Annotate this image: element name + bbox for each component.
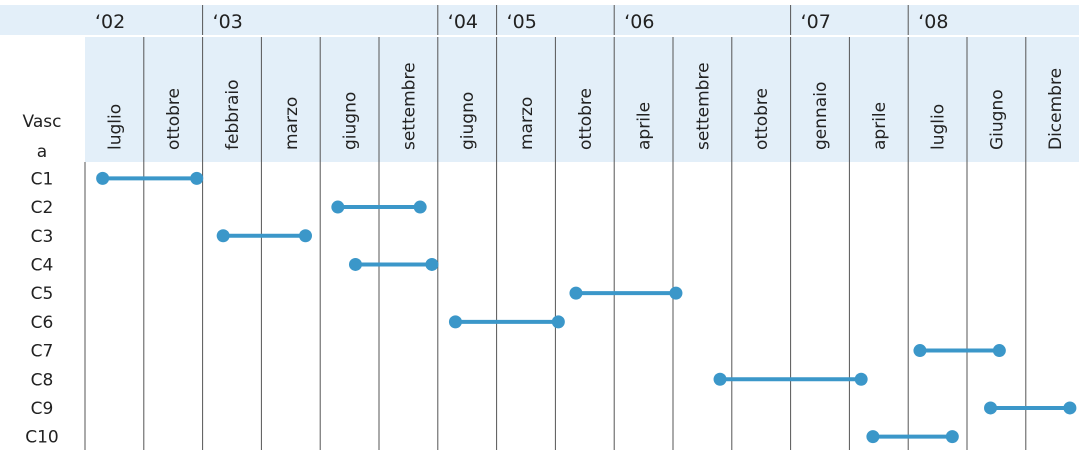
bar-end-point	[190, 171, 204, 185]
year-label: ‘02	[95, 11, 125, 33]
bar-end-point	[945, 430, 959, 444]
bars	[96, 171, 1077, 444]
month-label: aprile	[870, 102, 890, 150]
row-label: C1	[31, 169, 54, 189]
month-label: Dicembre	[1046, 68, 1066, 150]
bar-end-point	[299, 229, 312, 243]
month-label: febbraio	[223, 79, 243, 150]
bar-start-point	[448, 315, 462, 329]
month-label: Giugno	[987, 89, 1007, 150]
month-label: marzo	[282, 97, 302, 150]
bar-start-point	[331, 200, 345, 214]
row-label: C9	[31, 399, 54, 419]
year-header-background	[0, 5, 1079, 35]
month-label: giugno	[341, 92, 361, 150]
month-label: ottobre	[576, 88, 596, 150]
row-label: C8	[31, 370, 54, 390]
bar-start-point	[216, 229, 230, 243]
bar-start-point	[96, 171, 110, 185]
row-label: C3	[31, 227, 54, 247]
bar-start-point	[913, 344, 927, 358]
bar-end-point	[1063, 401, 1077, 415]
bar-start-point	[348, 257, 362, 271]
bar-start-point	[569, 286, 583, 300]
labels: Vasc a ‘02 ‘03 ‘04 ‘05 ‘06 ‘07 ‘08 luglio ottobr…	[23, 11, 1067, 448]
month-label: ottobre	[164, 88, 184, 150]
month-label: settembre	[399, 62, 419, 150]
year-label: ‘03	[213, 11, 243, 33]
bar-end-point	[413, 200, 427, 214]
bar-end-point	[425, 257, 439, 271]
year-label: ‘04	[448, 11, 478, 33]
row-label: C10	[25, 428, 59, 448]
gridlines	[84, 5, 1027, 450]
row-label: C6	[31, 313, 54, 333]
bar-end-point	[854, 372, 868, 386]
bar-start-point	[713, 372, 727, 386]
row-label: C5	[31, 284, 54, 304]
row-header-label: Vasc	[23, 112, 62, 132]
month-label: luglio	[105, 104, 125, 150]
bar-end-point	[551, 315, 565, 329]
month-label: giugno	[458, 92, 478, 150]
row-label: C4	[31, 255, 54, 275]
bar-end-point	[669, 286, 683, 300]
month-label: aprile	[635, 102, 655, 150]
month-header-background	[85, 37, 1079, 162]
year-label: ‘08	[918, 11, 948, 33]
row-header-label-wrap: a	[37, 142, 47, 162]
month-label: ottobre	[752, 88, 772, 150]
month-label: marzo	[517, 97, 537, 150]
row-label: C2	[31, 198, 54, 218]
month-label: gennaio	[811, 82, 831, 150]
year-label: ‘07	[801, 11, 831, 33]
month-label: luglio	[929, 104, 949, 150]
year-label: ‘06	[624, 11, 654, 33]
bar-end-point	[992, 344, 1006, 358]
bar-start-point	[866, 430, 880, 444]
header-background-layer	[0, 5, 1079, 162]
row-label: C7	[31, 342, 54, 362]
bar-start-point	[984, 401, 998, 415]
month-label: settembre	[693, 62, 713, 150]
year-label: ‘05	[507, 11, 537, 33]
